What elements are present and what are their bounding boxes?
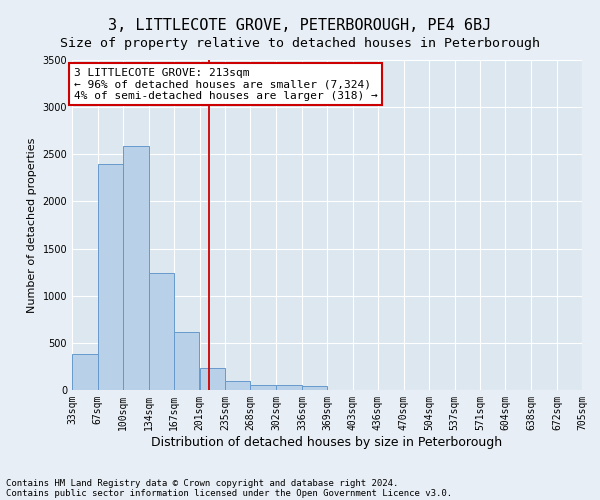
X-axis label: Distribution of detached houses by size in Peterborough: Distribution of detached houses by size … <box>151 436 503 448</box>
Bar <box>199 368 226 390</box>
Text: Size of property relative to detached houses in Peterborough: Size of property relative to detached ho… <box>60 38 540 51</box>
Text: Contains public sector information licensed under the Open Government Licence v3: Contains public sector information licen… <box>6 488 452 498</box>
Bar <box>302 386 327 390</box>
Bar <box>276 385 302 390</box>
Y-axis label: Number of detached properties: Number of detached properties <box>27 138 37 312</box>
Text: 3 LITTLECOTE GROVE: 213sqm
← 96% of detached houses are smaller (7,324)
4% of se: 3 LITTLECOTE GROVE: 213sqm ← 96% of deta… <box>74 68 377 100</box>
Bar <box>173 332 199 390</box>
Bar <box>72 354 98 390</box>
Bar <box>123 146 149 390</box>
Text: 3, LITTLECOTE GROVE, PETERBOROUGH, PE4 6BJ: 3, LITTLECOTE GROVE, PETERBOROUGH, PE4 6… <box>109 18 491 32</box>
Bar <box>226 380 250 390</box>
Bar <box>250 385 276 390</box>
Bar <box>149 273 173 390</box>
Bar <box>98 164 123 390</box>
Text: Contains HM Land Registry data © Crown copyright and database right 2024.: Contains HM Land Registry data © Crown c… <box>6 478 398 488</box>
